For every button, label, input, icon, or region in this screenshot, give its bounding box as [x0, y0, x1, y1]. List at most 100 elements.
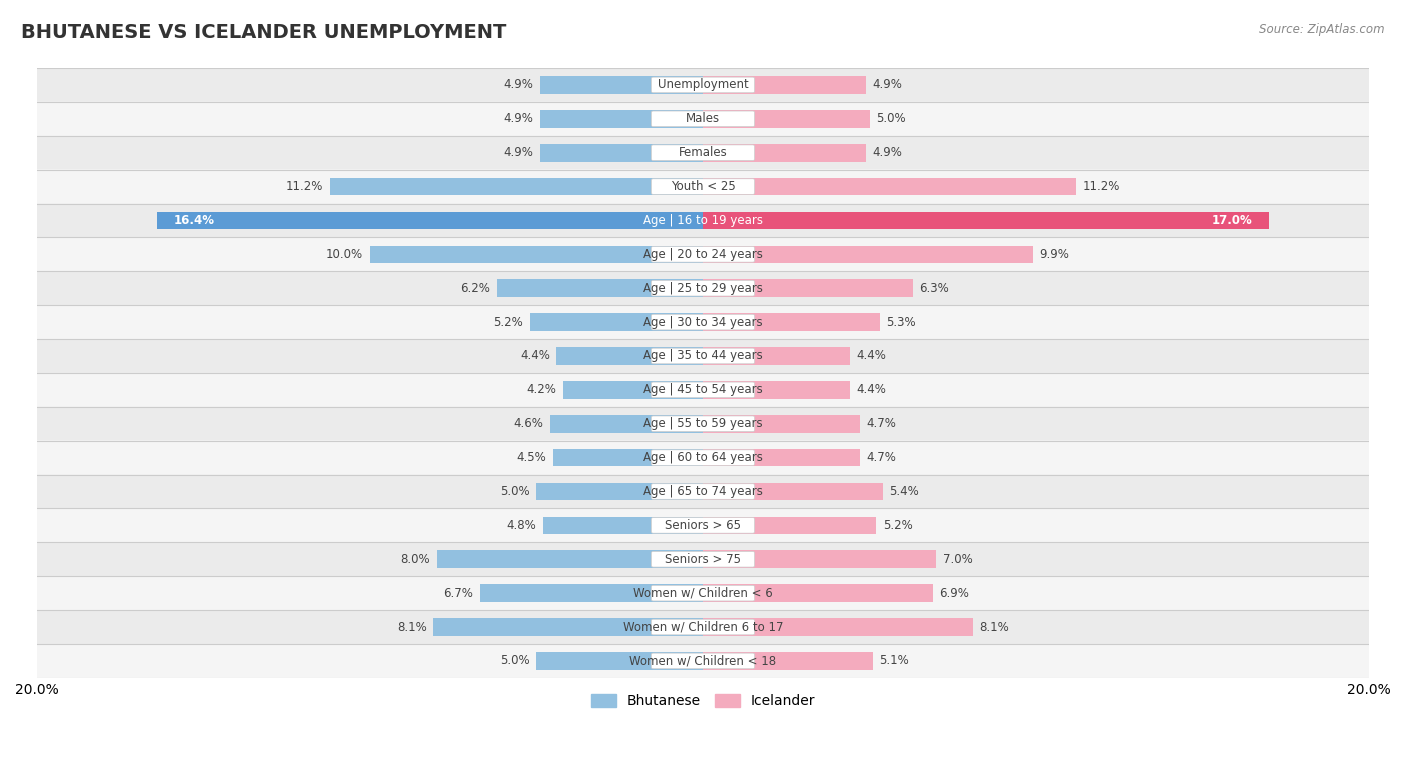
- Text: 5.3%: 5.3%: [886, 316, 915, 329]
- Bar: [703, 245, 1033, 263]
- FancyBboxPatch shape: [651, 552, 755, 567]
- Bar: [479, 584, 703, 602]
- Bar: [370, 245, 703, 263]
- FancyBboxPatch shape: [651, 111, 755, 126]
- Text: Age | 65 to 74 years: Age | 65 to 74 years: [643, 485, 763, 498]
- Bar: [703, 415, 859, 432]
- FancyBboxPatch shape: [651, 280, 755, 296]
- Bar: [433, 618, 703, 636]
- FancyBboxPatch shape: [651, 416, 755, 431]
- Text: Unemployment: Unemployment: [658, 79, 748, 92]
- Text: 4.2%: 4.2%: [527, 383, 557, 397]
- Bar: [564, 381, 703, 399]
- Bar: [703, 279, 912, 297]
- Text: 4.7%: 4.7%: [866, 417, 896, 430]
- Text: 4.7%: 4.7%: [866, 451, 896, 464]
- Text: Females: Females: [679, 146, 727, 159]
- Text: Males: Males: [686, 112, 720, 126]
- Text: 8.0%: 8.0%: [401, 553, 430, 565]
- FancyBboxPatch shape: [37, 509, 1369, 542]
- Bar: [703, 618, 973, 636]
- Bar: [550, 415, 703, 432]
- FancyBboxPatch shape: [37, 68, 1369, 102]
- Text: 9.9%: 9.9%: [1039, 248, 1070, 261]
- FancyBboxPatch shape: [651, 653, 755, 668]
- Text: 4.9%: 4.9%: [503, 79, 533, 92]
- FancyBboxPatch shape: [651, 382, 755, 397]
- Text: 5.2%: 5.2%: [494, 316, 523, 329]
- Text: 4.9%: 4.9%: [503, 112, 533, 126]
- Text: Age | 16 to 19 years: Age | 16 to 19 years: [643, 214, 763, 227]
- Text: 4.9%: 4.9%: [503, 146, 533, 159]
- FancyBboxPatch shape: [37, 204, 1369, 238]
- Text: 5.0%: 5.0%: [501, 654, 530, 668]
- Text: 8.1%: 8.1%: [980, 621, 1010, 634]
- Bar: [540, 76, 703, 94]
- Text: Seniors > 75: Seniors > 75: [665, 553, 741, 565]
- Text: Age | 20 to 24 years: Age | 20 to 24 years: [643, 248, 763, 261]
- Bar: [553, 449, 703, 466]
- Text: 5.0%: 5.0%: [876, 112, 905, 126]
- Text: 6.3%: 6.3%: [920, 282, 949, 294]
- FancyBboxPatch shape: [37, 238, 1369, 271]
- Legend: Bhutanese, Icelander: Bhutanese, Icelander: [585, 689, 821, 714]
- Text: Age | 60 to 64 years: Age | 60 to 64 years: [643, 451, 763, 464]
- Text: 5.4%: 5.4%: [890, 485, 920, 498]
- Text: 4.8%: 4.8%: [506, 519, 537, 532]
- Text: 11.2%: 11.2%: [285, 180, 323, 193]
- FancyBboxPatch shape: [651, 77, 755, 92]
- FancyBboxPatch shape: [651, 145, 755, 160]
- Bar: [540, 144, 703, 161]
- Text: 5.2%: 5.2%: [883, 519, 912, 532]
- Text: 16.4%: 16.4%: [173, 214, 215, 227]
- Bar: [703, 449, 859, 466]
- FancyBboxPatch shape: [37, 136, 1369, 170]
- Text: Women w/ Children < 6: Women w/ Children < 6: [633, 587, 773, 600]
- Text: 4.5%: 4.5%: [517, 451, 547, 464]
- Bar: [537, 483, 703, 500]
- FancyBboxPatch shape: [651, 450, 755, 466]
- Bar: [557, 347, 703, 365]
- Text: Age | 45 to 54 years: Age | 45 to 54 years: [643, 383, 763, 397]
- Text: 4.4%: 4.4%: [856, 350, 886, 363]
- Text: 5.0%: 5.0%: [501, 485, 530, 498]
- FancyBboxPatch shape: [651, 484, 755, 500]
- FancyBboxPatch shape: [651, 247, 755, 262]
- Text: 4.6%: 4.6%: [513, 417, 543, 430]
- Bar: [543, 516, 703, 534]
- Text: Source: ZipAtlas.com: Source: ZipAtlas.com: [1260, 23, 1385, 36]
- FancyBboxPatch shape: [37, 305, 1369, 339]
- Text: 4.9%: 4.9%: [873, 79, 903, 92]
- Bar: [703, 516, 876, 534]
- FancyBboxPatch shape: [651, 518, 755, 533]
- Text: 11.2%: 11.2%: [1083, 180, 1121, 193]
- FancyBboxPatch shape: [37, 271, 1369, 305]
- FancyBboxPatch shape: [651, 619, 755, 635]
- FancyBboxPatch shape: [37, 102, 1369, 136]
- Bar: [436, 550, 703, 568]
- Text: Seniors > 65: Seniors > 65: [665, 519, 741, 532]
- Text: 10.0%: 10.0%: [326, 248, 363, 261]
- Text: Age | 35 to 44 years: Age | 35 to 44 years: [643, 350, 763, 363]
- Bar: [703, 584, 932, 602]
- FancyBboxPatch shape: [37, 610, 1369, 644]
- Text: Age | 55 to 59 years: Age | 55 to 59 years: [643, 417, 763, 430]
- Bar: [703, 212, 1270, 229]
- Bar: [703, 144, 866, 161]
- Text: 7.0%: 7.0%: [943, 553, 973, 565]
- Text: Women w/ Children 6 to 17: Women w/ Children 6 to 17: [623, 621, 783, 634]
- FancyBboxPatch shape: [37, 407, 1369, 441]
- Bar: [703, 110, 869, 128]
- Text: 6.9%: 6.9%: [939, 587, 969, 600]
- FancyBboxPatch shape: [37, 170, 1369, 204]
- FancyBboxPatch shape: [651, 314, 755, 330]
- Text: 4.4%: 4.4%: [520, 350, 550, 363]
- FancyBboxPatch shape: [651, 179, 755, 195]
- FancyBboxPatch shape: [651, 585, 755, 601]
- FancyBboxPatch shape: [37, 441, 1369, 475]
- FancyBboxPatch shape: [37, 576, 1369, 610]
- FancyBboxPatch shape: [37, 542, 1369, 576]
- Bar: [330, 178, 703, 195]
- Text: 4.4%: 4.4%: [856, 383, 886, 397]
- Text: 6.2%: 6.2%: [460, 282, 489, 294]
